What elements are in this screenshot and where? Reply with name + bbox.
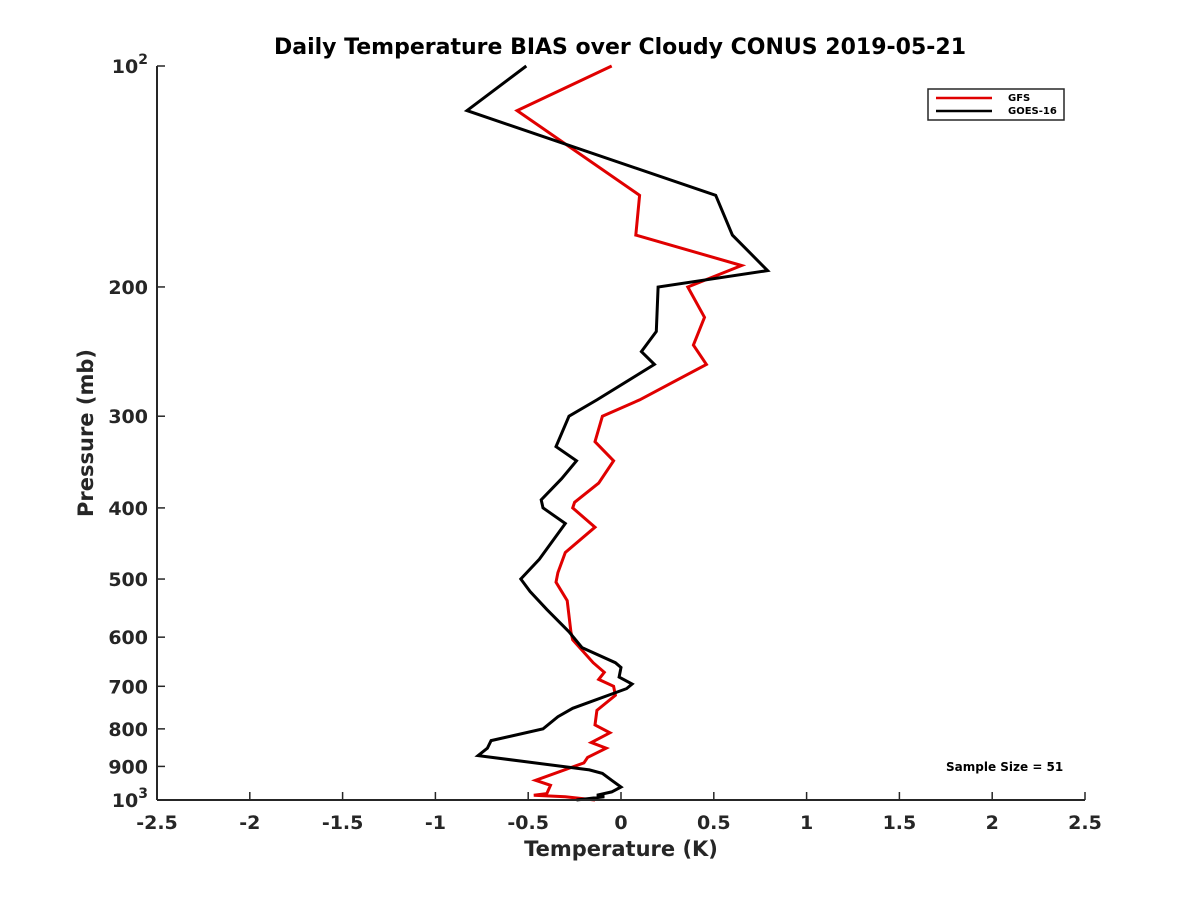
y-tick-label: 103	[112, 786, 148, 812]
x-tick-label: 1.5	[883, 812, 917, 834]
y-tick-label: 600	[108, 627, 148, 649]
y-tick-label: 800	[108, 719, 148, 741]
y-axis-ticks: 102 200 300 400 500 600 700 800 900 103	[108, 52, 165, 812]
x-tick-label: 0.5	[697, 812, 731, 834]
x-axis-ticks: -2.5 -2 -1.5 -1 -0.5 0 0.5 1 1.5 2 2.5	[136, 792, 1102, 834]
x-tick-label: 2.5	[1068, 812, 1102, 834]
sample-size-annotation: Sample Size = 51	[946, 760, 1063, 774]
series-line-gfs	[514, 64, 747, 802]
y-tick-label: 900	[108, 756, 148, 778]
y-tick-label: 300	[108, 406, 148, 428]
series-line-goes-16	[463, 64, 771, 802]
x-tick-label: -0.5	[507, 812, 549, 834]
x-axis-label: Temperature (K)	[524, 837, 718, 861]
chart-title: Daily Temperature BIAS over Cloudy CONUS…	[274, 35, 966, 60]
y-tick-label: 500	[108, 569, 148, 591]
x-tick-label: -2	[239, 812, 260, 834]
x-tick-label: -2.5	[136, 812, 178, 834]
x-tick-label: 0	[614, 812, 627, 834]
legend-box	[927, 88, 1065, 121]
y-axis-label: Pressure (mb)	[74, 349, 98, 517]
y-tick-label: 400	[108, 498, 148, 520]
x-tick-label: 2	[986, 812, 999, 834]
y-tick-label: 200	[108, 277, 148, 299]
x-tick-label: -1.5	[322, 812, 364, 834]
legend: GFS GOES-16	[927, 88, 1065, 121]
x-tick-label: -1	[425, 812, 446, 834]
series-layer	[463, 64, 771, 802]
legend-label-goes16: GOES-16	[1008, 106, 1057, 117]
y-tick-label: 102	[112, 52, 148, 78]
x-tick-label: 1	[800, 812, 813, 834]
y-tick-label: 700	[108, 676, 148, 698]
legend-label-gfs: GFS	[1008, 93, 1030, 104]
